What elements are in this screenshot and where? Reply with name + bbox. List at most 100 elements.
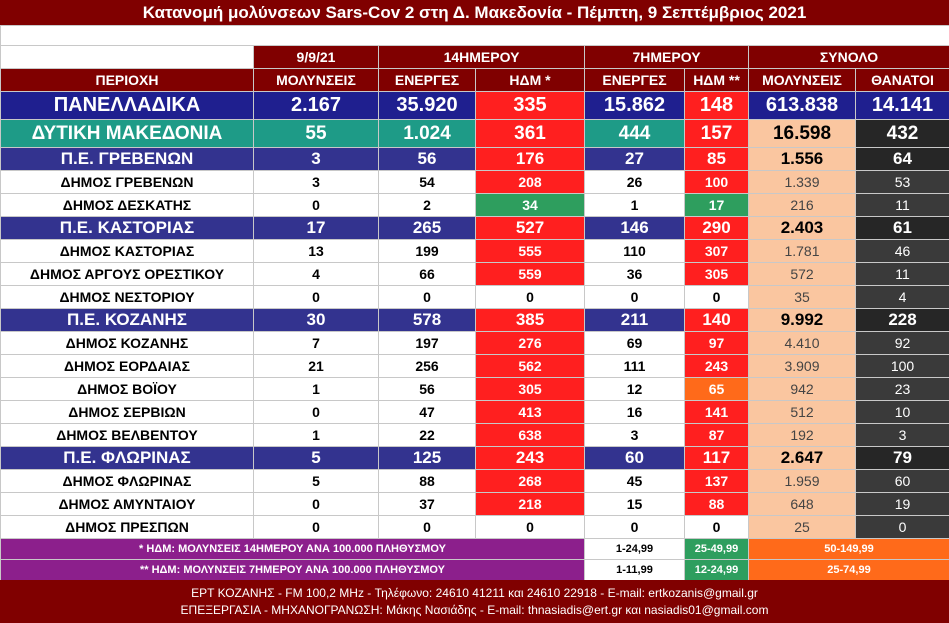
column-header-hdm14: ΗΔΜ * bbox=[475, 68, 585, 92]
municipality-row: ΔΗΜΟΣ ΒΕΛΒΕΝΤΟΥ 1 22 638 3 87 192 3 bbox=[0, 423, 949, 447]
area-name-cell: ΔΗΜΟΣ ΓΡΕΒΕΝΩΝ bbox=[0, 170, 254, 194]
regional-unit-row: Π.Ε. ΚΑΣΤΟΡΙΑΣ 17 265 527 146 290 2.403 61 bbox=[0, 216, 949, 240]
municipality-row: ΔΗΜΟΣ ΦΛΩΡΙΝΑΣ 5 88 268 45 137 1.959 60 bbox=[0, 469, 949, 493]
hdm-7day-cell: 305 bbox=[684, 262, 749, 286]
active-14day-cell: 35.920 bbox=[378, 91, 476, 120]
area-name-cell: ΔΥΤΙΚΗ ΜΑΚΕΔΟΝΙΑ bbox=[0, 119, 254, 148]
deaths-cell: 53 bbox=[855, 170, 949, 194]
regional-unit-row: Π.Ε. ΦΛΩΡΙΝΑΣ 5 125 243 60 117 2.647 79 bbox=[0, 446, 949, 470]
active-14day-cell: 197 bbox=[378, 331, 476, 355]
hdm-14day-cell: 0 bbox=[475, 285, 585, 309]
legend-row: ** ΗΔΜ: ΜΟΛΥΝΣΕΙΣ 7ΗΜΕΡΟΥ ΑΝΑ 100.000 ΠΛ… bbox=[0, 559, 949, 581]
daily-cases-cell: 1 bbox=[253, 377, 379, 401]
active-14day-cell: 125 bbox=[378, 446, 476, 470]
municipality-row: ΔΗΜΟΣ ΒΟΪΟΥ 1 56 305 12 65 942 23 bbox=[0, 377, 949, 401]
daily-cases-cell: 0 bbox=[253, 515, 379, 539]
daily-cases-cell: 1 bbox=[253, 423, 379, 447]
deaths-cell: 11 bbox=[855, 193, 949, 217]
area-name-cell: ΔΗΜΟΣ ΑΜΥΝΤΑΙΟΥ bbox=[0, 492, 254, 516]
daily-cases-cell: 3 bbox=[253, 170, 379, 194]
active-7day-cell: 0 bbox=[584, 285, 685, 309]
hdm-14day-cell: 638 bbox=[475, 423, 585, 447]
regional-unit-row: Π.Ε. ΓΡΕΒΕΝΩΝ 3 56 176 27 85 1.556 64 bbox=[0, 147, 949, 171]
hdm-14day-cell: 176 bbox=[475, 147, 585, 171]
daily-cases-cell: 21 bbox=[253, 354, 379, 378]
hdm-7day-cell: 88 bbox=[684, 492, 749, 516]
municipality-row: ΔΗΜΟΣ ΚΟΖΑΝΗΣ 7 197 276 69 97 4.410 92 bbox=[0, 331, 949, 355]
blank-header-cell bbox=[0, 45, 254, 69]
active-7day-cell: 12 bbox=[584, 377, 685, 401]
hdm-7day-cell: 117 bbox=[684, 446, 749, 470]
active-7day-cell: 60 bbox=[584, 446, 685, 470]
active-7day-cell: 26 bbox=[584, 170, 685, 194]
deaths-cell: 23 bbox=[855, 377, 949, 401]
total-cases-cell: 572 bbox=[748, 262, 856, 286]
hdm-14day-cell: 527 bbox=[475, 216, 585, 240]
total-cases-cell: 35 bbox=[748, 285, 856, 309]
active-14day-cell: 0 bbox=[378, 515, 476, 539]
total-cases-cell: 2.647 bbox=[748, 446, 856, 470]
active-14day-cell: 578 bbox=[378, 308, 476, 332]
active-7day-cell: 110 bbox=[584, 239, 685, 263]
hdm-7day-cell: 137 bbox=[684, 469, 749, 493]
column-header-active14: ΕΝΕΡΓΕΣ bbox=[378, 68, 476, 92]
national-row: ΠΑΝΕΛΛΑΔΙΚΑ 2.167 35.920 335 15.862 148 613.83… bbox=[0, 91, 949, 120]
total-cases-cell: 1.339 bbox=[748, 170, 856, 194]
area-name-cell: ΔΗΜΟΣ ΒΕΛΒΕΝΤΟΥ bbox=[0, 423, 254, 447]
hdm-14day-cell: 268 bbox=[475, 469, 585, 493]
area-name-cell: ΔΗΜΟΣ ΕΟΡΔΑΙΑΣ bbox=[0, 354, 254, 378]
region-row: ΔΥΤΙΚΗ ΜΑΚΕΔΟΝΙΑ 55 1.024 361 444 157 16.598 43… bbox=[0, 119, 949, 148]
area-name-cell: Π.Ε. ΓΡΕΒΕΝΩΝ bbox=[0, 147, 254, 171]
hdm-7day-cell: 148 bbox=[684, 91, 749, 120]
total-cases-cell: 942 bbox=[748, 377, 856, 401]
active-7day-cell: 444 bbox=[584, 119, 685, 148]
active-14day-cell: 256 bbox=[378, 354, 476, 378]
active-14day-cell: 66 bbox=[378, 262, 476, 286]
area-name-cell: ΔΗΜΟΣ ΣΕΡΒΙΩΝ bbox=[0, 400, 254, 424]
spacer-row bbox=[0, 25, 949, 46]
deaths-cell: 19 bbox=[855, 492, 949, 516]
column-header-cases: ΜΟΛΥΝΣΕΙΣ bbox=[253, 68, 379, 92]
deaths-cell: 64 bbox=[855, 147, 949, 171]
municipality-row: ΔΗΜΟΣ ΝΕΣΤΟΡΙΟΥ 0 0 0 0 0 35 4 bbox=[0, 285, 949, 309]
active-7day-cell: 16 bbox=[584, 400, 685, 424]
group-header-7day: 7ΗΜΕΡΟΥ bbox=[584, 45, 749, 69]
column-header-row: ΠΕΡΙΟΧΗ ΜΟΛΥΝΣΕΙΣ ΕΝΕΡΓΕΣ ΗΔΜ * ΕΝΕΡΓΕΣ … bbox=[0, 68, 949, 92]
legend-row: * ΗΔΜ: ΜΟΛΥΝΣΕΙΣ 14ΗΜΕΡΟΥ ΑΝΑ 100.000 ΠΛ… bbox=[0, 538, 949, 560]
hdm-7day-cell: 87 bbox=[684, 423, 749, 447]
hdm-14day-cell: 0 bbox=[475, 515, 585, 539]
area-name-cell: ΔΗΜΟΣ ΠΡΕΣΠΩΝ bbox=[0, 515, 254, 539]
active-14day-cell: 265 bbox=[378, 216, 476, 240]
total-cases-cell: 3.909 bbox=[748, 354, 856, 378]
area-name-cell: ΠΑΝΕΛΛΑΔΙΚΑ bbox=[0, 91, 254, 120]
active-14day-cell: 37 bbox=[378, 492, 476, 516]
hdm-7day-cell: 17 bbox=[684, 193, 749, 217]
deaths-cell: 0 bbox=[855, 515, 949, 539]
group-header-date: 9/9/21 bbox=[253, 45, 379, 69]
active-7day-cell: 45 bbox=[584, 469, 685, 493]
hdm-7day-cell: 65 bbox=[684, 377, 749, 401]
hdm-7day-cell: 140 bbox=[684, 308, 749, 332]
area-name-cell: Π.Ε. ΚΟΖΑΝΗΣ bbox=[0, 308, 254, 332]
area-name-cell: ΔΗΜΟΣ ΝΕΣΤΟΡΙΟΥ bbox=[0, 285, 254, 309]
deaths-cell: 228 bbox=[855, 308, 949, 332]
hdm-7day-cell: 307 bbox=[684, 239, 749, 263]
hdm-14day-cell: 243 bbox=[475, 446, 585, 470]
legend-description: ** ΗΔΜ: ΜΟΛΥΝΣΕΙΣ 7ΗΜΕΡΟΥ ΑΝΑ 100.000 ΠΛ… bbox=[0, 559, 585, 581]
deaths-cell: 79 bbox=[855, 446, 949, 470]
deaths-cell: 11 bbox=[855, 262, 949, 286]
municipality-row: ΔΗΜΟΣ ΑΡΓΟΥΣ ΟΡΕΣΤΙΚΟΥ 4 66 559 36 305 572 11 bbox=[0, 262, 949, 286]
legend-range-cell: 25-74,99 bbox=[748, 559, 949, 581]
daily-cases-cell: 2.167 bbox=[253, 91, 379, 120]
hdm-14day-cell: 208 bbox=[475, 170, 585, 194]
total-cases-cell: 192 bbox=[748, 423, 856, 447]
hdm-14day-cell: 218 bbox=[475, 492, 585, 516]
active-7day-cell: 111 bbox=[584, 354, 685, 378]
hdm-7day-cell: 85 bbox=[684, 147, 749, 171]
total-cases-cell: 16.598 bbox=[748, 119, 856, 148]
daily-cases-cell: 0 bbox=[253, 400, 379, 424]
municipality-row: ΔΗΜΟΣ ΕΟΡΔΑΙΑΣ 21 256 562 111 243 3.909 100 bbox=[0, 354, 949, 378]
deaths-cell: 432 bbox=[855, 119, 949, 148]
hdm-14day-cell: 413 bbox=[475, 400, 585, 424]
